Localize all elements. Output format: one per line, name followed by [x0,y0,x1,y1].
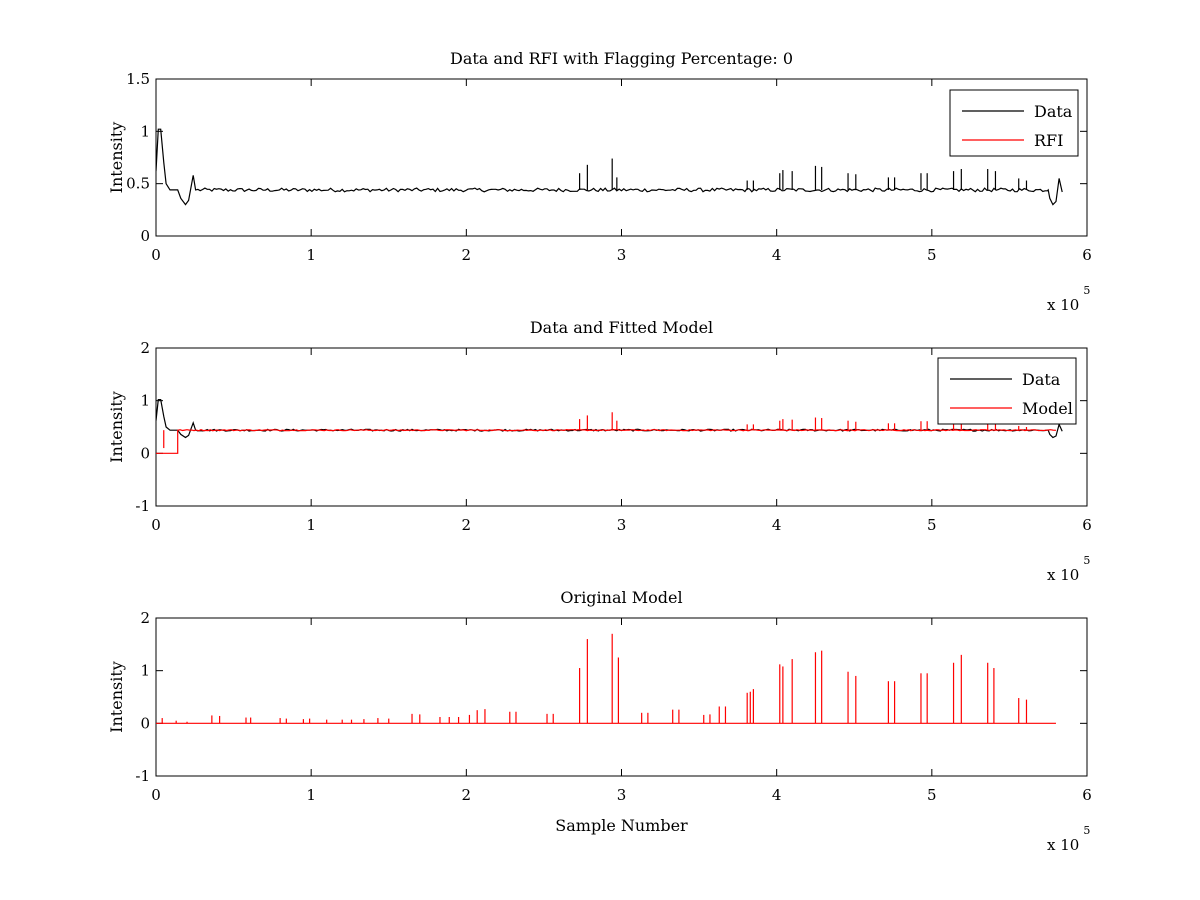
y-tick-label: 2 [140,339,150,357]
legend-label: Model [1022,399,1073,418]
y-axis-label: Intensity [107,661,126,733]
x-tick-label: 3 [617,786,627,804]
y-tick-label: 1 [140,122,150,140]
x-tick-label: 1 [306,516,316,534]
x-tick-label: 3 [617,246,627,264]
series-model [156,412,1057,454]
x-tick-label: 2 [462,246,472,264]
x-exponent-label: x 10 5 [1047,284,1090,314]
y-axis-label: Intensity [107,391,126,463]
legend-box [937,357,1077,425]
y-tick-label: 1.5 [126,70,150,88]
x-tick-label: 2 [462,786,472,804]
series-line [156,128,1063,206]
x-axis-label: Sample Number [555,816,688,835]
x-tick-label: 3 [617,516,627,534]
x-tick-label: 0 [151,246,161,264]
legend-label: Data [1022,370,1061,389]
x-exponent-power: 5 [1083,284,1090,297]
legend-label: RFI [1034,131,1063,150]
y-tick-label: -1 [135,767,150,785]
y-tick-label: -1 [135,497,150,515]
x-tick-label: 5 [927,516,937,534]
y-tick-label: 0 [140,444,150,462]
subplot-1: 0 1 2 3 4 5 6 0 0.5 1 1.5 x 10 5 Data and RFI with Fl… [107,49,1092,314]
y-tick-label: 2 [140,609,150,627]
y-axis-label: Intensity [107,122,126,194]
x-tick-label: 5 [927,246,937,264]
chart-title: Original Model [560,588,682,607]
plot-area [156,128,1063,206]
plot-area [156,399,1063,454]
series-data [156,128,1063,206]
x-exponent-label: x 10 5 [1047,554,1090,584]
x-tick-label: 6 [1082,516,1092,534]
y-tick-label: 0.5 [126,175,150,193]
x-exponent-base: x 10 [1047,836,1079,854]
series-model [156,633,1056,724]
x-tick-label: 4 [772,786,782,804]
x-exponent-label: x 10 5 [1047,824,1090,854]
x-exponent-power: 5 [1083,824,1090,837]
plot-area [156,633,1056,724]
x-tick-label: 1 [306,786,316,804]
x-tick-label: 5 [927,786,937,804]
x-tick-label: 0 [151,786,161,804]
x-tick-label: 6 [1082,786,1092,804]
chart-title: Data and RFI with Flagging Percentage: 0 [450,49,793,68]
y-tick-label: 0 [140,227,150,245]
series-line [156,428,1057,454]
legend-box [949,89,1079,157]
x-tick-label: 4 [772,516,782,534]
x-tick-label: 0 [151,516,161,534]
x-tick-label: 1 [306,246,316,264]
x-exponent-power: 5 [1083,554,1090,567]
y-tick-label: 0 [140,714,150,732]
x-tick-label: 4 [772,246,782,264]
legend: Data RFI [949,89,1079,157]
legend-label: Data [1034,102,1073,121]
x-tick-label: 6 [1082,246,1092,264]
y-tick-label: 1 [140,662,150,680]
legend: Data Model [937,357,1077,425]
chart-title: Data and Fitted Model [530,318,713,337]
x-exponent-base: x 10 [1047,296,1079,314]
x-exponent-base: x 10 [1047,566,1079,584]
x-tick-label: 2 [462,516,472,534]
y-tick-label: 1 [140,392,150,410]
